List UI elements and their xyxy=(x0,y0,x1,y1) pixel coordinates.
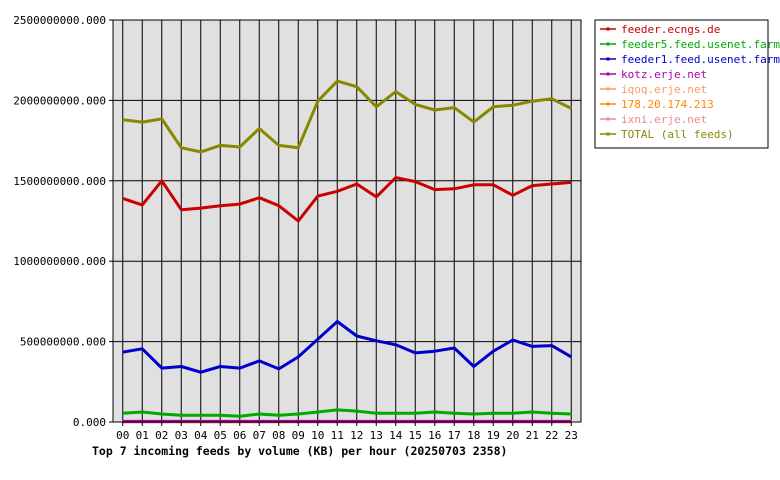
legend-swatch-marker xyxy=(606,117,610,121)
y-tick-label: 2000000000.000 xyxy=(13,94,106,107)
x-tick-label: 13 xyxy=(370,429,383,442)
legend: feeder.ecngs.de feeder5.feed.usenet.farm f… xyxy=(600,23,780,141)
legend-label: kotz.erje.net xyxy=(621,68,707,81)
x-tick-label: 17 xyxy=(448,429,461,442)
legend-label: feeder.ecngs.de xyxy=(621,23,720,36)
x-tick-label: 04 xyxy=(194,429,208,442)
y-tick-label: 1000000000.000 xyxy=(13,255,106,268)
legend-label: ixni.erje.net xyxy=(621,113,707,126)
series-line-0 xyxy=(122,176,572,223)
legend-label: feeder1.feed.usenet.farm xyxy=(621,53,780,66)
plot-background xyxy=(113,20,581,422)
x-tick-label: 15 xyxy=(409,429,422,442)
x-tick-label: 18 xyxy=(467,429,480,442)
series-line-2 xyxy=(122,320,573,374)
x-tick-label: 11 xyxy=(331,429,344,442)
legend-swatch-marker xyxy=(606,87,610,91)
x-tick-label: 16 xyxy=(428,429,441,442)
legend-swatch-marker xyxy=(606,132,610,136)
y-axis-ticks: 0.000 500000000.000 1000000000.000 15000000… xyxy=(13,14,113,429)
y-tick-label: 0.000 xyxy=(73,416,106,429)
x-tick-label: 09 xyxy=(292,429,305,442)
legend-swatch-marker xyxy=(606,42,610,46)
x-tick-label: 06 xyxy=(233,429,246,442)
plot-frame xyxy=(112,19,582,423)
x-tick-label: 01 xyxy=(136,429,149,442)
x-tick-label: 05 xyxy=(214,429,227,442)
legend-label: iqoq.erje.net xyxy=(621,83,707,96)
legend-box xyxy=(594,19,769,149)
x-tick-label: 20 xyxy=(506,429,519,442)
x-tick-label: 23 xyxy=(565,429,578,442)
y-tick-label: 2500000000.000 xyxy=(13,14,106,27)
x-tick-label: 00 xyxy=(116,429,129,442)
x-tick-label: 21 xyxy=(526,429,539,442)
legend-label: feeder5.feed.usenet.farm xyxy=(621,38,780,51)
chart-title: Top 7 incoming feeds by volume (KB) per … xyxy=(92,444,507,458)
x-tick-label: 02 xyxy=(155,429,168,442)
series-line-7 xyxy=(122,79,572,154)
x-tick-label: 07 xyxy=(253,429,266,442)
legend-swatch-marker xyxy=(606,57,610,61)
x-tick-label: 10 xyxy=(311,429,324,442)
x-tick-label: 08 xyxy=(272,429,285,442)
legend-label: TOTAL (all feeds) xyxy=(621,128,734,141)
x-tick-label: 19 xyxy=(487,429,500,442)
legend-swatch-marker xyxy=(606,102,610,106)
legend-label: 178.20.174.213 xyxy=(621,98,714,111)
legend-swatch-marker xyxy=(606,27,610,31)
y-tick-label: 500000000.000 xyxy=(20,336,106,349)
y-tick-label: 1500000000.000 xyxy=(13,175,106,188)
x-tick-label: 14 xyxy=(389,429,403,442)
series-line-1 xyxy=(122,408,572,418)
x-tick-label: 12 xyxy=(350,429,363,442)
x-tick-label: 22 xyxy=(545,429,558,442)
x-tick-label: 03 xyxy=(175,429,188,442)
legend-swatch-marker xyxy=(606,72,610,76)
x-axis-ticks: 00 01 02 03 04 05 06 07 08 09 10 11 12 13 14 15 16 17 18 19… xyxy=(116,422,578,442)
